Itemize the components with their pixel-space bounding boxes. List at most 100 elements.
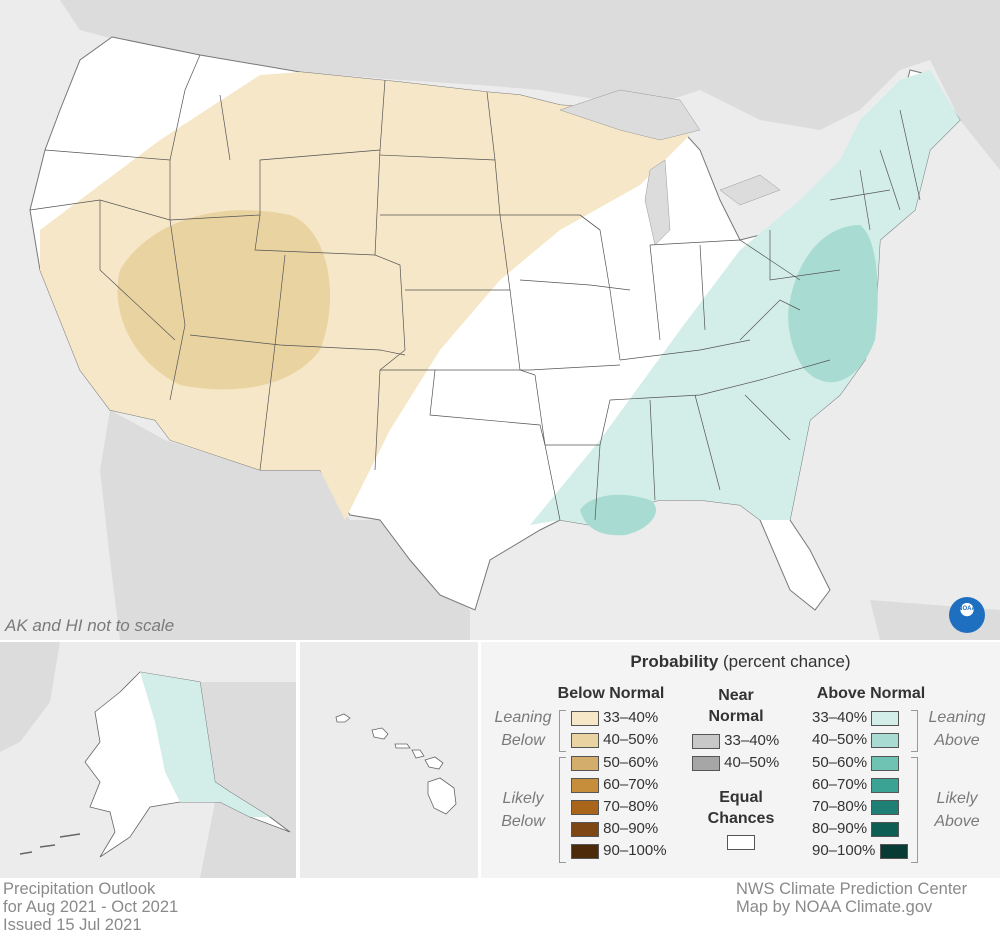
above-row-70-80: 70–80%	[812, 796, 908, 818]
above-likely-bracket	[911, 757, 918, 863]
swatch-above-33-40	[871, 710, 900, 726]
swatch-equal-chances	[727, 835, 755, 850]
below-row-label: 70–80%	[603, 798, 659, 815]
below-row-33-40: 33–40%	[571, 707, 667, 729]
below-row-70-80: 70–80%	[571, 796, 667, 818]
below-likely-label-line1: Likely	[502, 790, 544, 807]
below-rows: 33–40% 40–50% 50–60% 60–70% 70–80% 80–90…	[571, 707, 667, 862]
near-row-40-50: 40–50%	[692, 752, 779, 774]
below-row-50-60: 50–60%	[571, 752, 667, 774]
above-rows: 33–40% 40–50% 50–60% 60–70% 70–80% 80–90…	[812, 707, 908, 862]
above-row-label: 33–40%	[812, 709, 868, 726]
swatch-above-80-90	[871, 821, 900, 837]
above-40-50-louisiana	[580, 494, 656, 536]
below-likely-label: Likely Below	[487, 787, 559, 833]
conus-map: AK and HI not to scale NOAA	[0, 0, 1000, 640]
below-row-label: 33–40%	[603, 709, 659, 726]
above-leaning-region	[530, 70, 960, 525]
above-leaning-label-line1: Leaning	[928, 709, 986, 726]
above-40-50-mid-atlantic	[788, 225, 878, 383]
great-lakes	[559, 89, 781, 246]
state-borders	[29, 54, 921, 521]
above-row-label: 60–70%	[812, 776, 868, 793]
below-likely-label-line2: Below	[501, 813, 545, 830]
alaska-inset	[0, 642, 296, 878]
legend: Probability (percent chance) Below Norma…	[481, 642, 1000, 878]
alaska-above-leaning	[140, 672, 270, 817]
below-row-40-50: 40–50%	[571, 729, 667, 751]
above-normal-heading: Above Normal	[816, 685, 926, 702]
equal-chances-heading-line2: Chances	[707, 810, 775, 827]
near-row-label: 33–40%	[724, 732, 780, 749]
footer-credit: Map by NOAA Climate.gov	[736, 898, 933, 916]
above-row-33-40: 33–40%	[812, 707, 908, 729]
hawaii-map-svg	[335, 713, 457, 815]
swatch-below-80-90	[571, 821, 599, 837]
near-row-33-40: 33–40%	[692, 730, 779, 752]
below-leaning-region	[40, 72, 690, 520]
below-row-80-90: 80–90%	[571, 818, 667, 840]
above-row-label: 70–80%	[812, 798, 868, 815]
footer-title: Precipitation Outlook	[3, 880, 156, 898]
swatch-near-33-40	[692, 733, 720, 749]
above-likely-label-line1: Likely	[936, 790, 978, 807]
below-row-label: 90–100%	[603, 842, 667, 859]
swatch-above-40-50	[871, 732, 900, 748]
swatch-above-60-70	[871, 777, 900, 793]
below-leaning-label-line1: Leaning	[494, 709, 552, 726]
swatch-below-33-40	[571, 710, 599, 726]
above-row-label: 50–60%	[812, 754, 868, 771]
noaa-logo[interactable]: NOAA	[949, 597, 985, 633]
below-row-label: 80–90%	[603, 820, 659, 837]
swatch-near-40-50	[692, 755, 720, 771]
hawaii-inset	[300, 642, 478, 878]
below-row-60-70: 60–70%	[571, 774, 667, 796]
alaska-islands	[19, 833, 81, 855]
legend-title-bold: Probability	[630, 652, 719, 671]
below-normal-heading: Below Normal	[557, 685, 665, 702]
swatch-below-60-70	[571, 777, 599, 793]
above-row-label: 90–100%	[812, 842, 876, 859]
near-normal-heading: Near Normal	[681, 685, 791, 727]
footer-right: NWS Climate Prediction Center Map by NOA…	[736, 880, 967, 916]
hawaii-islands	[335, 713, 457, 815]
above-likely-label-line2: Above	[934, 813, 980, 830]
above-likely-label: Likely Above	[921, 787, 993, 833]
near-rows: 33–40% 40–50%	[692, 730, 779, 774]
conus-map-svg	[29, 0, 1000, 640]
equal-chances-heading-line1: Equal	[719, 789, 763, 806]
above-leaning-label: Leaning Above	[921, 706, 993, 752]
swatch-below-90-100	[571, 843, 599, 859]
above-leaning-label-line2: Above	[934, 732, 980, 749]
above-row-40-50: 40–50%	[812, 729, 908, 751]
alaska-map-svg	[0, 642, 296, 878]
footer-left: Precipitation Outlook for Aug 2021 - Oct…	[3, 880, 178, 934]
below-row-90-100: 90–100%	[571, 840, 667, 862]
above-row-80-90: 80–90%	[812, 818, 908, 840]
below-row-label: 60–70%	[603, 776, 659, 793]
footer-period: for Aug 2021 - Oct 2021	[3, 898, 179, 916]
near-normal-heading-line2: Normal	[708, 708, 764, 725]
above-row-90-100: 90–100%	[812, 840, 908, 862]
below-row-label: 40–50%	[603, 731, 659, 748]
swatch-below-50-60	[571, 755, 599, 771]
noaa-logo-text: NOAA	[958, 606, 976, 612]
footer-source: NWS Climate Prediction Center	[736, 880, 968, 898]
above-row-label: 40–50%	[812, 731, 868, 748]
above-row-label: 80–90%	[812, 820, 868, 837]
below-likely-bracket	[559, 757, 566, 863]
near-row-label: 40–50%	[724, 754, 780, 771]
below-row-label: 50–60%	[603, 754, 659, 771]
legend-title-rest: (percent chance)	[718, 652, 851, 671]
near-normal-heading-line1: Near	[718, 687, 754, 704]
above-row-60-70: 60–70%	[812, 774, 908, 796]
mexico-landmass	[100, 410, 470, 640]
swatch-above-90-100	[879, 843, 908, 859]
equal-chances-heading: Equal Chances	[681, 787, 801, 829]
russia-landmass	[0, 642, 60, 752]
scale-note: AK and HI not to scale	[5, 616, 175, 635]
swatch-above-50-60	[871, 755, 900, 771]
canada-landmass	[60, 0, 1000, 170]
footer-issued: Issued 15 Jul 2021	[3, 916, 142, 934]
legend-title: Probability (percent chance)	[481, 652, 1000, 672]
